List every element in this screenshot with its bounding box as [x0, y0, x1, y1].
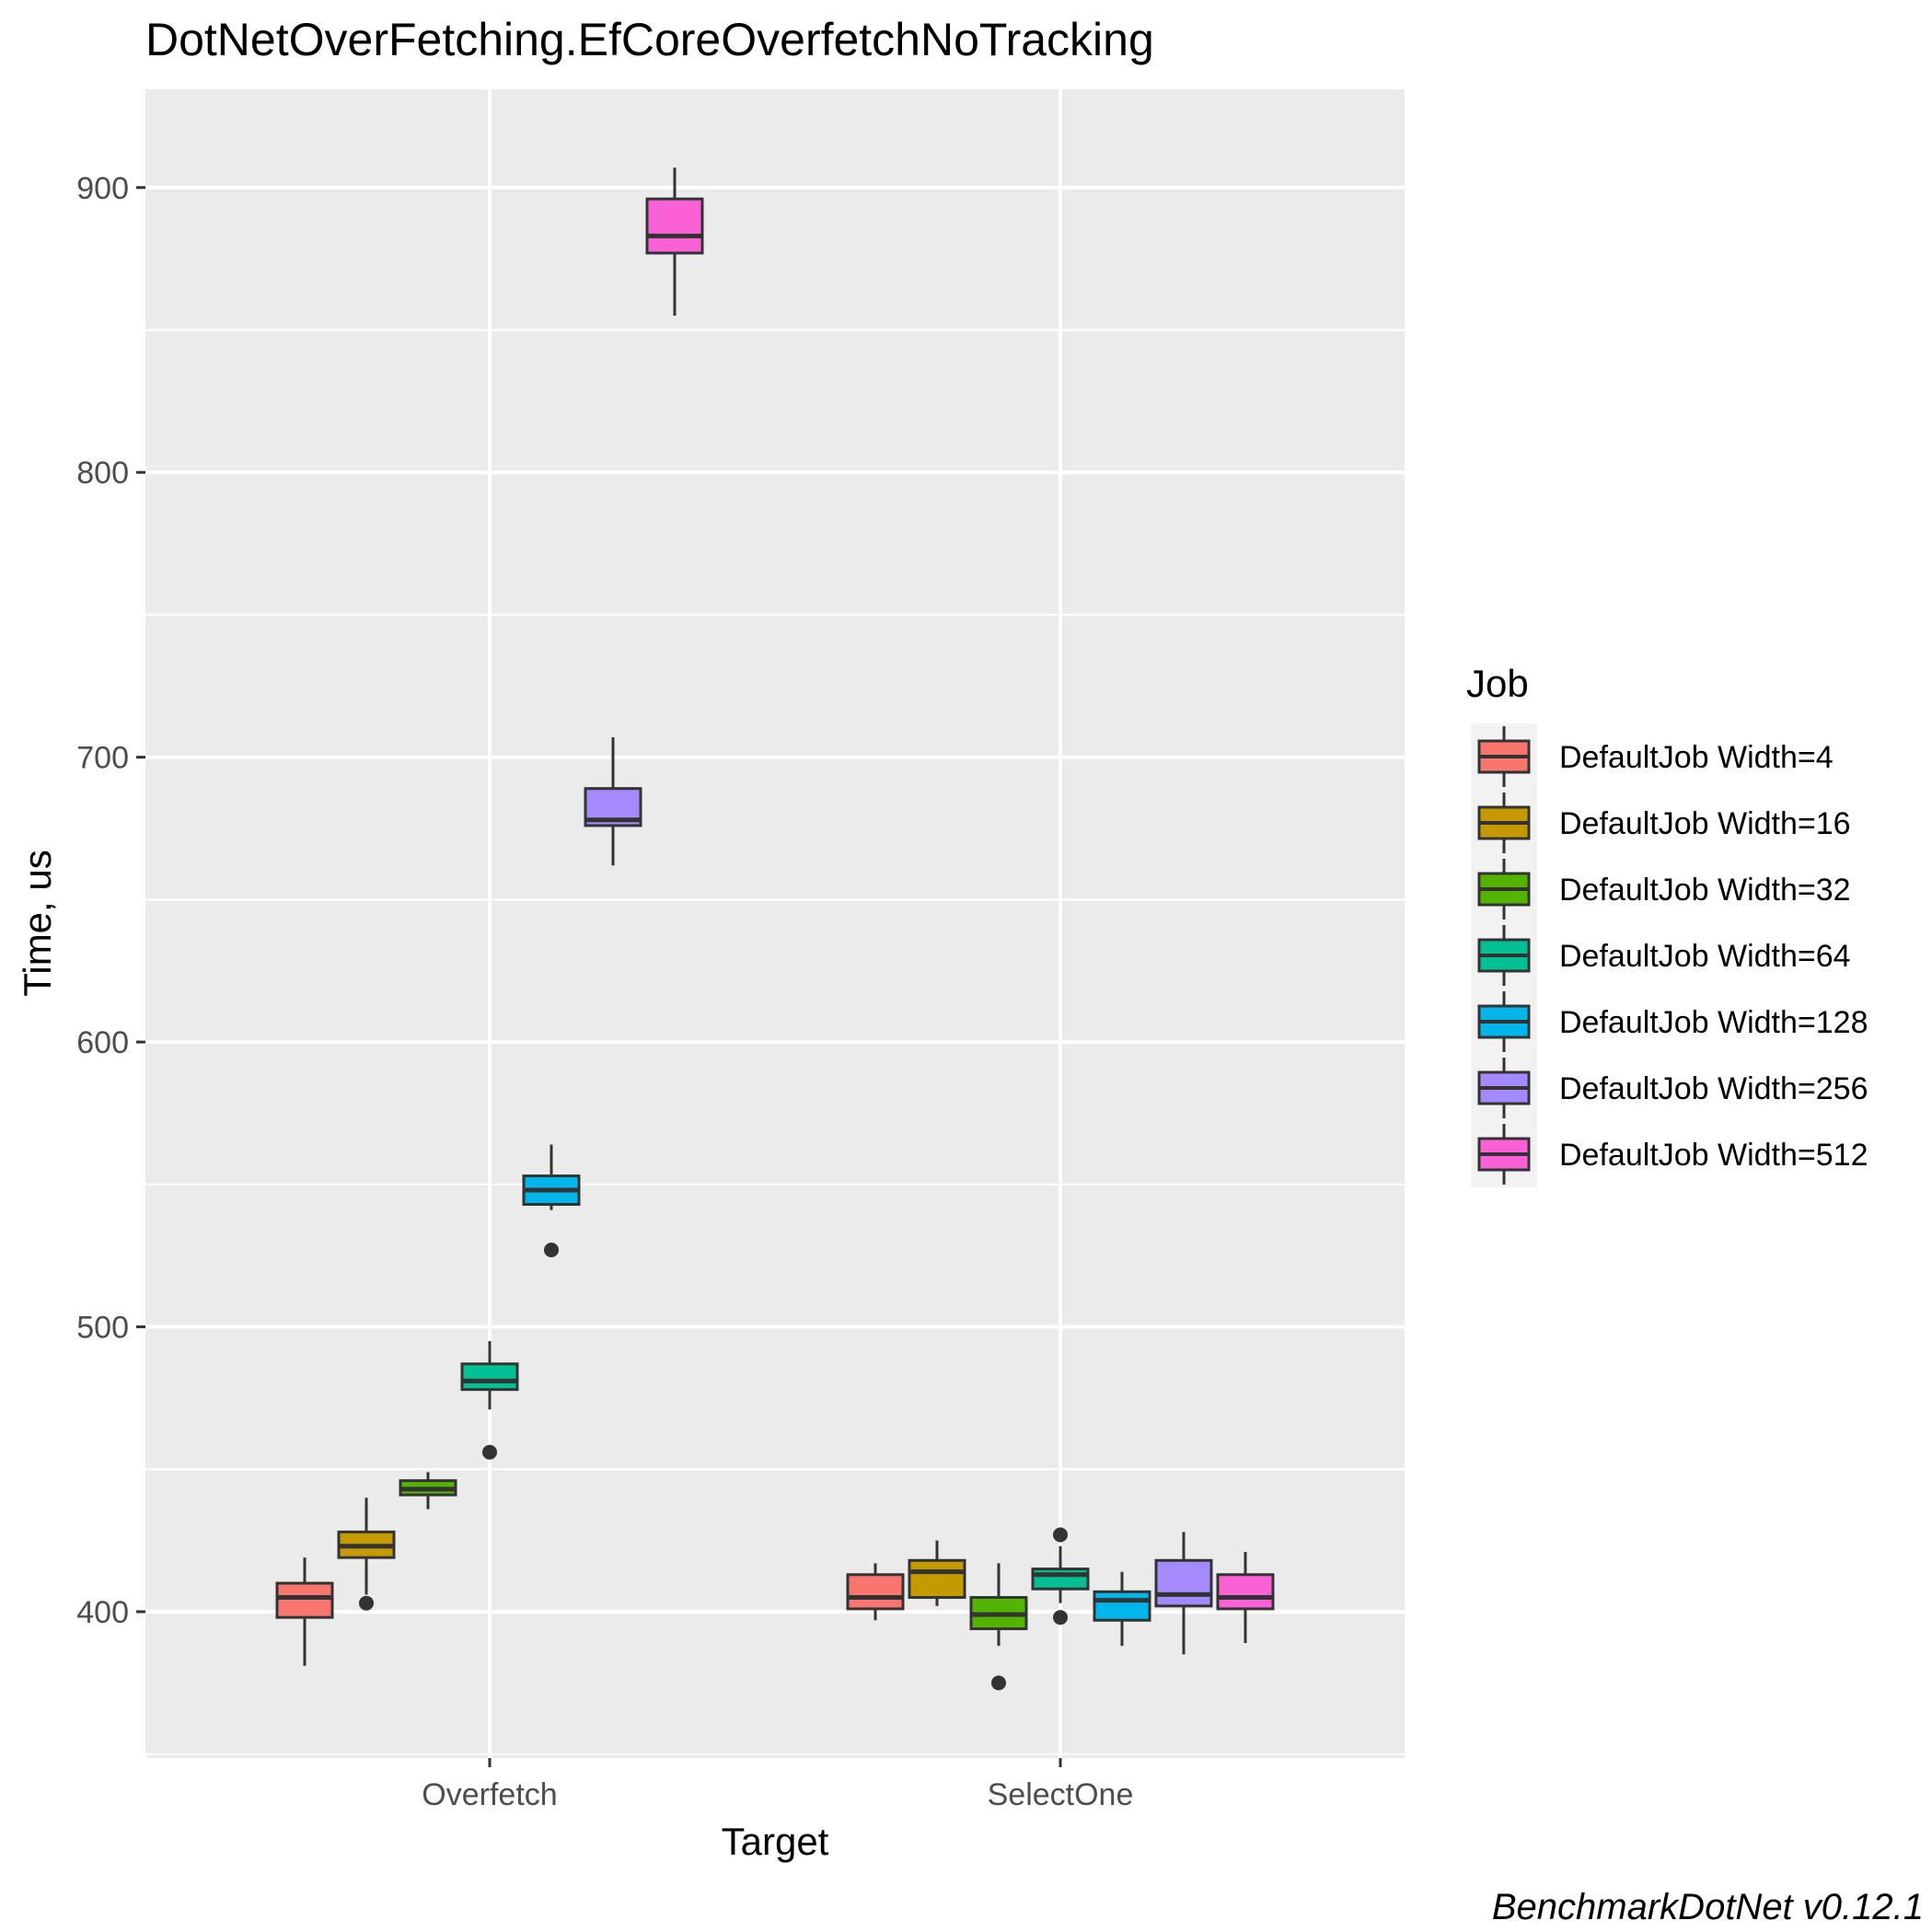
outlier-point — [482, 1444, 497, 1460]
box-7-1 — [645, 168, 704, 317]
box-4-2 — [1031, 1527, 1090, 1625]
box-6-2 — [1154, 1532, 1213, 1655]
box-body — [846, 1573, 905, 1611]
legend-item: DefaultJob Width=32 — [1477, 859, 1851, 920]
y-tick-label: 700 — [76, 741, 129, 776]
box-6-1 — [584, 736, 642, 866]
legend-title: Job — [1466, 662, 1529, 705]
outlier-point — [991, 1675, 1006, 1691]
box-body — [645, 197, 704, 255]
legend-item: DefaultJob Width=256 — [1477, 1058, 1868, 1118]
caption: BenchmarkDotNet v0.12.1 — [1492, 1887, 1924, 1927]
box-5-1 — [522, 1144, 581, 1257]
box-body — [460, 1362, 519, 1392]
y-tick-label: 800 — [76, 456, 129, 491]
outlier-point — [1053, 1610, 1068, 1625]
outlier-point — [544, 1242, 559, 1257]
grid-major — [145, 89, 1405, 1758]
box-body — [1216, 1573, 1275, 1611]
legend-item: DefaultJob Width=128 — [1477, 991, 1868, 1052]
x-axis: Overfetch SelectOne — [422, 1758, 1133, 1812]
box-4-1 — [460, 1341, 519, 1460]
chart-title: DotNetOverFetching.EfCoreOverfetchNoTrac… — [145, 14, 1154, 65]
box-2-2 — [908, 1540, 966, 1606]
box-1-1 — [275, 1557, 334, 1666]
outlier-point — [359, 1595, 374, 1611]
box-body — [1031, 1568, 1090, 1591]
box-body — [1154, 1558, 1213, 1608]
boxes — [275, 168, 1275, 1691]
legend-label: DefaultJob Width=64 — [1559, 939, 1851, 974]
legend-label: DefaultJob Width=128 — [1559, 1005, 1868, 1040]
legend-item: DefaultJob Width=16 — [1477, 792, 1851, 853]
box-body — [275, 1581, 334, 1619]
box-3-1 — [399, 1472, 457, 1510]
x-axis-title: Target — [722, 1820, 829, 1863]
grid-minor — [145, 329, 1405, 1755]
legend-label: DefaultJob Width=256 — [1559, 1071, 1868, 1106]
legend-item: DefaultJob Width=4 — [1477, 726, 1834, 787]
y-tick-label: 400 — [76, 1595, 129, 1630]
outlier-point — [1053, 1527, 1068, 1543]
box-3-2 — [969, 1563, 1028, 1691]
y-tick-label: 500 — [76, 1311, 129, 1346]
legend-label: DefaultJob Width=4 — [1559, 740, 1834, 775]
legend-item: DefaultJob Width=64 — [1477, 925, 1851, 986]
box-7-2 — [1216, 1552, 1275, 1644]
box-2-1 — [337, 1498, 396, 1611]
y-tick-label: 900 — [76, 171, 129, 206]
legend-item: DefaultJob Width=512 — [1477, 1124, 1868, 1185]
x-tick-label: Overfetch — [422, 1777, 557, 1812]
x-tick-label: SelectOne — [988, 1777, 1134, 1812]
legend-label: DefaultJob Width=16 — [1559, 806, 1851, 841]
box-body — [908, 1558, 966, 1600]
legend-label: DefaultJob Width=32 — [1559, 873, 1851, 908]
y-axis-title: Time, us — [16, 850, 59, 996]
legend-label: DefaultJob Width=512 — [1559, 1138, 1868, 1173]
box-5-2 — [1093, 1571, 1151, 1647]
legend: DefaultJob Width=4 DefaultJob Width=16 Def… — [1471, 723, 1868, 1187]
box-1-2 — [846, 1563, 905, 1621]
y-axis: 400 500 600 700 800 900 — [76, 171, 145, 1630]
box-body — [1093, 1590, 1151, 1622]
y-tick-label: 600 — [76, 1025, 129, 1060]
plot-panel — [145, 89, 1405, 1758]
